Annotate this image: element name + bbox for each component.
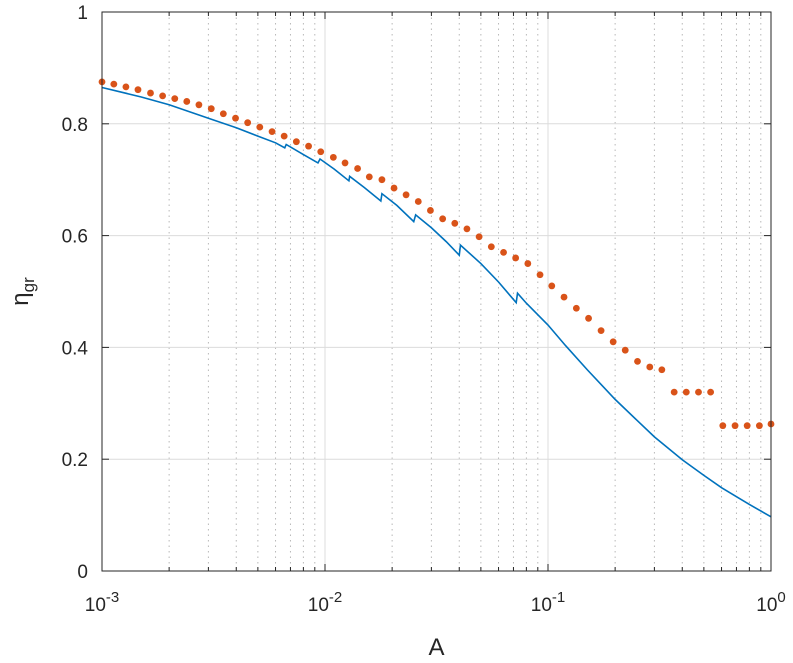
y-axis-label-sub: gr [19, 277, 38, 292]
data-point [195, 101, 203, 109]
x-tick-label: 10-2 [308, 589, 342, 616]
data-point [621, 346, 629, 354]
data-point [402, 191, 410, 199]
data-point [609, 338, 617, 346]
x-tick-labels: 10-3 10-2 10-1 100 [85, 589, 786, 616]
data-point [524, 260, 532, 267]
data-point [572, 304, 580, 312]
data-point [719, 422, 727, 430]
data-point [183, 98, 191, 105]
y-tick-labels: 0 0.2 0.4 0.6 0.8 1 [62, 3, 89, 583]
data-point [512, 254, 520, 262]
y-axis-label-main: η [7, 292, 34, 305]
data-point [585, 314, 592, 322]
data-point [536, 271, 544, 279]
y-tick-label: 1 [77, 3, 88, 24]
data-point [244, 119, 252, 127]
data-point [439, 215, 447, 223]
x-tick-label-exponent: -1 [552, 589, 565, 606]
data-point [731, 422, 739, 430]
data-point [134, 86, 142, 94]
data-point [707, 388, 715, 396]
data-point [354, 165, 361, 172]
data-point [268, 128, 276, 136]
data-point [658, 366, 666, 374]
x-tick-label-exponent: 0 [777, 589, 785, 606]
data-point [695, 388, 702, 396]
data-point [292, 138, 300, 146]
data-point [682, 388, 690, 396]
data-point [219, 110, 227, 118]
data-point [427, 207, 434, 214]
data-point [487, 243, 495, 251]
data-point [414, 198, 422, 205]
data-point [670, 388, 678, 396]
data-point [475, 233, 483, 241]
x-tick-label: 100 [756, 589, 785, 616]
data-point [646, 363, 654, 371]
data-point [207, 105, 215, 113]
data-point [280, 132, 288, 140]
data-point [560, 293, 568, 301]
x-tick-label-base: 10 [531, 595, 552, 616]
data-point [232, 114, 239, 122]
grid [101, 11, 772, 572]
data-point [463, 225, 471, 233]
x-tick-label-base: 10 [308, 595, 329, 616]
data-point [317, 148, 325, 156]
data-point [548, 282, 556, 290]
data-point [159, 92, 167, 100]
x-tick-label: 10-3 [85, 589, 119, 616]
tick-marks [101, 11, 772, 572]
data-point [147, 89, 154, 97]
data-point [171, 95, 179, 103]
y-tick-label: 0.8 [62, 115, 88, 136]
data-point [329, 153, 337, 161]
y-axis-label: ηgr [7, 277, 38, 306]
data-point [378, 176, 386, 184]
x-tick-label-base: 10 [756, 595, 777, 616]
plot-frame [101, 11, 772, 572]
data-point [743, 422, 751, 430]
x-tick-label: 10-1 [531, 589, 565, 616]
data-point [365, 173, 373, 181]
data-point [597, 327, 605, 335]
data-point [305, 142, 312, 150]
y-tick-label: 0 [77, 562, 88, 583]
data-point [451, 219, 459, 227]
plot-area [102, 12, 771, 571]
series-line [101, 86, 772, 518]
y-tick-label: 0.6 [62, 227, 88, 248]
x-tick-label-exponent: -2 [329, 589, 342, 606]
data-point [755, 422, 763, 430]
data-point [256, 123, 264, 131]
x-tick-label-base: 10 [85, 595, 106, 616]
x-axis-label: A [428, 634, 444, 661]
y-tick-label: 0.4 [62, 338, 89, 359]
data-point [110, 80, 118, 88]
x-tick-label-exponent: -3 [106, 589, 119, 606]
y-tick-label: 0.2 [62, 450, 88, 471]
data-point [390, 184, 398, 192]
data-point [122, 83, 130, 91]
data-point [341, 159, 349, 167]
data-point [634, 357, 641, 365]
data-point [500, 248, 507, 256]
